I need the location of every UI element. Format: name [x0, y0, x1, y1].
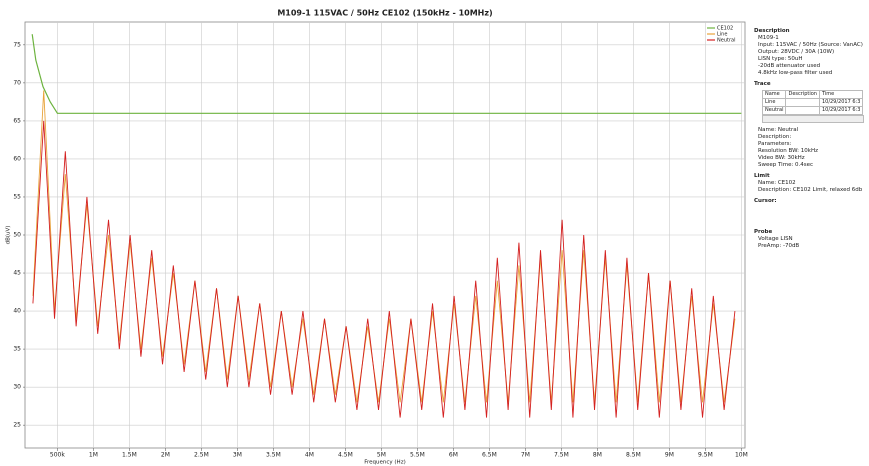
scrollbar — [762, 115, 864, 123]
x-tick-label: 4M — [305, 452, 314, 459]
x-tick-label: 6.5M — [482, 452, 497, 459]
table-cell — [785, 106, 820, 115]
y-tick-label: 40 — [13, 308, 21, 315]
panel-text: Description: — [758, 134, 792, 140]
chart-title: M109-1 115VAC / 50Hz CE102 (150kHz - 10M… — [277, 9, 492, 18]
table-row: Neutral 10/29/2017 6:3 — [761, 106, 864, 115]
table-cell: 10/29/2017 6:3 — [818, 106, 864, 115]
legend-label: Neutral — [717, 38, 735, 44]
panel-text: Voltage LISN — [758, 236, 793, 242]
spacer — [754, 205, 867, 225]
y-tick-label: 55 — [13, 193, 21, 200]
x-tick-label: 7M — [521, 452, 530, 459]
table-cell: 10/29/2017 6:3 — [818, 98, 864, 107]
section-heading: Limit — [754, 173, 770, 179]
x-tick-label: 5.5M — [410, 452, 425, 459]
x-tick-label: 7.5M — [554, 452, 569, 459]
column-header: Description — [785, 90, 820, 99]
y-tick-label: 35 — [13, 346, 21, 353]
series-line — [32, 120, 736, 418]
y-tick-label: 45 — [13, 270, 21, 277]
x-tick-label: 1M — [89, 452, 98, 459]
y-tick-label: 25 — [13, 422, 21, 429]
panel-text: Input: 115VAC / 50Hz (Source: VanAC) — [758, 42, 863, 48]
section-heading: Cursor: — [754, 198, 777, 204]
chart: M109-1 115VAC / 50Hz CE102 (150kHz - 10M… — [6, 9, 748, 466]
x-tick-label: 9.5M — [698, 452, 713, 459]
table-header: Name Description Time — [761, 90, 864, 99]
table-row: Line 10/29/2017 6:3 — [761, 98, 864, 107]
x-tick-label: 9M — [665, 452, 674, 459]
x-tick-label: 3.5M — [266, 452, 281, 459]
panel-heading: Trace — [754, 81, 771, 87]
x-tick-label: 10M — [735, 452, 748, 459]
panel-text: Description: CE102 Limit, relaxed 6db — [758, 187, 863, 193]
panel-text: 4.8kHz low-pass filter used — [758, 70, 833, 76]
panel-text: Sweep Time: 0.4sec — [758, 162, 814, 168]
panel-text: PreAmp: -70dB — [758, 243, 800, 249]
y-tick-label: 30 — [13, 384, 21, 391]
x-tick-label: 500k — [50, 452, 65, 459]
table-cell — [785, 98, 820, 107]
x-axis-label: Frequency (Hz) — [364, 460, 405, 466]
y-tick-label: 60 — [13, 155, 21, 162]
panel-text: Name: Neutral — [758, 127, 799, 133]
table-cell: Neutral — [761, 106, 787, 115]
x-tick-label: 3M — [233, 452, 242, 459]
panel-text: Parameters: — [758, 141, 792, 147]
table-cell: Line — [761, 98, 787, 107]
section-heading: Description — [754, 28, 790, 34]
y-tick-label: 65 — [13, 117, 21, 124]
x-tick-label: 8.5M — [626, 452, 641, 459]
trace-table: Name Description Time Line 10/29/2017 6:3 Neu… — [761, 90, 864, 115]
panel-text: Resolution BW: 10kHz — [758, 148, 818, 154]
x-tick-label: 2.5M — [194, 452, 209, 459]
y-tick-label: 70 — [13, 79, 21, 86]
x-tick-label: 8M — [593, 452, 602, 459]
panel-text: Output: 28VDC / 30A (10W) — [758, 49, 835, 55]
panel-text: M109-1 — [758, 35, 779, 41]
legend-label: CE102 — [717, 26, 733, 32]
legend-label: Line — [717, 32, 727, 38]
panel-text: -20dB attenuator used — [758, 63, 821, 69]
y-tick-label: 50 — [13, 232, 21, 239]
panel-text: LISN type: 50uH — [758, 56, 803, 62]
panel-text: Name: CE102 — [758, 180, 796, 186]
column-header: Name — [761, 90, 787, 99]
x-tick-label: 6M — [449, 452, 458, 459]
x-tick-label: 2M — [161, 452, 170, 459]
section-heading: Probe — [754, 229, 773, 235]
x-tick-label: 1.5M — [122, 452, 137, 459]
x-tick-label: 5M — [377, 452, 386, 459]
series-line — [31, 34, 742, 114]
panel-text: Video BW: 30kHz — [758, 155, 805, 161]
column-header: Time — [818, 90, 864, 99]
y-tick-label: 75 — [13, 41, 21, 48]
side-panel: Description M109-1 Input: 115VAC / 50Hz (S… — [754, 24, 867, 250]
y-axis-label: dB(uV) — [6, 226, 12, 245]
x-tick-label: 4.5M — [338, 452, 353, 459]
